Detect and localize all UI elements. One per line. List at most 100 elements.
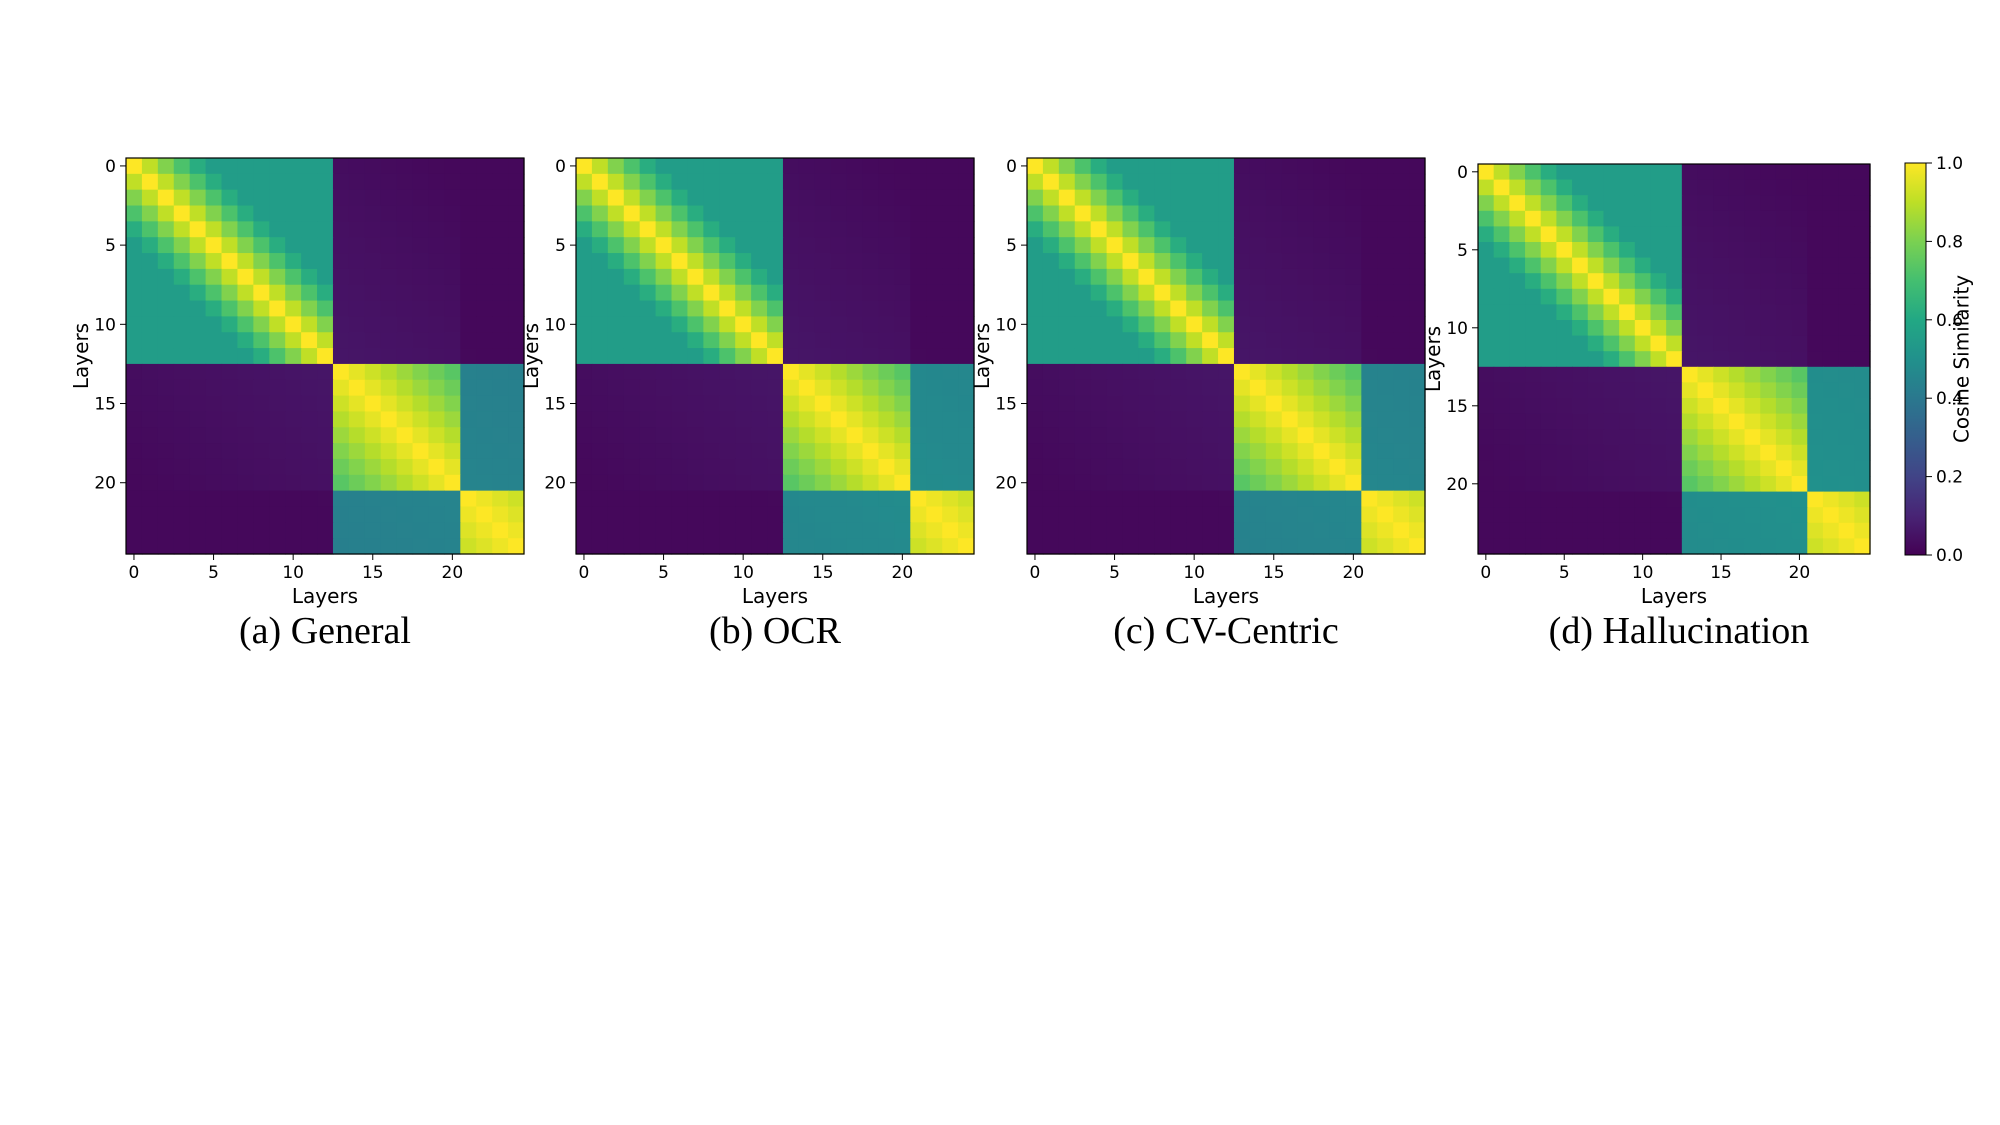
heatmap-cell [1525,288,1542,305]
heatmap-cell [396,522,414,539]
heatmap-cell [942,490,959,508]
heatmap-cell [396,411,414,428]
heatmap-cell [508,158,525,175]
heatmap-cell [1186,506,1203,523]
heatmap-cell [1409,443,1426,460]
heatmap-cell [1760,195,1777,212]
heatmap-cell [910,474,927,492]
heatmap-cell [1493,382,1510,399]
heatmap-cell [926,284,943,302]
heatmap-cell [1760,538,1777,555]
heatmap-cell [894,538,911,555]
heatmap-cell [173,427,191,444]
heatmap-cell [1377,284,1394,302]
heatmap-cell [141,173,159,191]
heatmap-cell [1313,427,1331,444]
heatmap-cell [1697,304,1714,321]
heatmap-cell [591,268,609,286]
heatmap-cell [1713,429,1730,446]
heatmap-cell [1106,443,1124,460]
heatmap-cell [1619,366,1636,383]
heatmap-cell [671,173,689,191]
heatmap-cell [1822,382,1840,399]
heatmap-cell [1572,476,1589,493]
heatmap-cell [1666,382,1683,399]
heatmap-cell [623,538,641,555]
heatmap-cell [639,237,657,254]
heatmap-cell [942,237,959,254]
heatmap-cell [671,474,689,492]
heatmap-cell [1713,522,1730,539]
heatmap-cell [830,284,848,302]
heatmap-cell [1744,382,1761,399]
heatmap-cell [1313,379,1331,397]
heatmap-cell [508,411,525,428]
heatmap-cell [1509,288,1526,305]
heatmap-cell [894,253,911,270]
heatmap-cell [814,348,832,365]
heatmap-cell [1409,221,1426,238]
heatmap-cell [141,379,159,397]
heatmap-cell [285,158,302,175]
heatmap-cell [1854,304,1871,321]
heatmap-cell [1822,507,1840,524]
heatmap-cell [1393,237,1410,254]
heatmap-cell [1186,490,1203,508]
heatmap-cell [253,427,270,444]
heatmap-cell [1090,205,1108,222]
heatmap-cell [1377,268,1394,286]
heatmap-cell [878,189,895,207]
heatmap-cell [735,490,752,508]
heatmap-cell [1361,474,1378,492]
heatmap-cell [655,173,673,191]
heatmap-cell [703,458,720,476]
heatmap-cell [1377,189,1394,207]
heatmap-cell [1297,538,1315,555]
heatmap-cell [1249,189,1267,207]
heatmap-cell [751,221,768,238]
x-tick-label: 5 [208,563,219,583]
subfigure-caption: (b) OCR [709,610,842,652]
heatmap-cell [189,173,207,191]
heatmap-cell [1791,507,1808,524]
heatmap-cell [1090,458,1108,476]
heatmap-cell [1822,398,1840,415]
heatmap-cell [396,158,414,175]
heatmap-cell [332,300,350,317]
heatmap-cell [910,458,927,476]
heatmap-cell [1313,506,1331,523]
heatmap-cell [1170,363,1187,381]
heatmap-cell [1838,538,1855,555]
heatmap-cell [1666,242,1683,259]
heatmap-cell [910,379,927,397]
heatmap-cell [253,173,270,191]
heatmap-cell [444,300,461,317]
heatmap-cell [317,379,334,397]
heatmap-cell [1587,429,1605,446]
heatmap-cell [958,458,975,476]
heatmap-cell [1713,491,1730,508]
heatmap-cell [1666,226,1683,243]
heatmap-cell [798,522,816,539]
heatmap-cell [910,522,927,539]
heatmap-cell [1106,205,1124,222]
heatmap-cell [412,538,430,555]
heatmap-cell [1854,273,1871,290]
heatmap-cell [623,395,641,413]
heatmap-cell [862,395,880,413]
heatmap-cell [1666,351,1683,368]
heatmap-cell [285,443,302,460]
heatmap-cell [1666,507,1683,524]
heatmap-cell [285,490,302,508]
heatmap-cell [1074,411,1092,428]
heatmap-cell [623,443,641,460]
heatmap-cell [830,332,848,349]
heatmap-cell [205,253,223,270]
heatmap-cell [1478,491,1495,508]
heatmap-cell [1713,273,1730,290]
heatmap-cell [221,427,239,444]
heatmap-cell [285,458,302,476]
heatmap-cell [894,300,911,317]
heatmap-cell [576,189,593,207]
heatmap-cell [1807,413,1824,430]
